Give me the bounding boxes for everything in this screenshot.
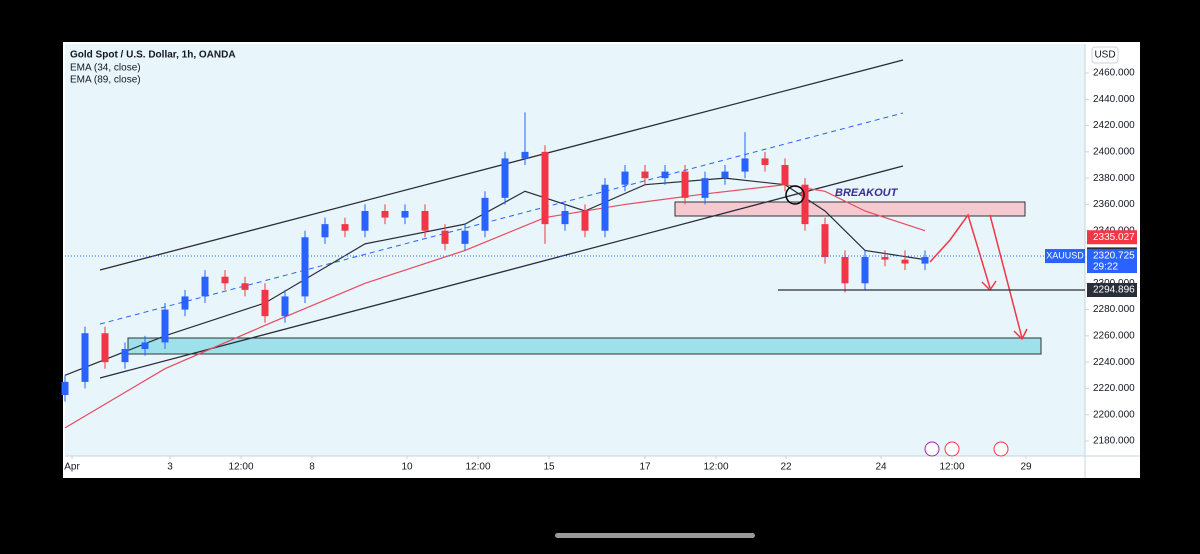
price-label: 2320.725 <box>1093 251 1135 262</box>
candle-body <box>261 289 269 317</box>
candle-body <box>241 283 249 290</box>
y-tick-label: 2380.000 <box>1093 173 1135 184</box>
candle-body <box>861 257 869 284</box>
event-icon <box>944 441 960 457</box>
projection-arrow <box>929 213 991 289</box>
candle-body <box>81 333 89 382</box>
candle-body <box>381 211 389 218</box>
x-tick-label: 10 <box>401 462 413 473</box>
y-tick-label: 2360.000 <box>1093 199 1135 210</box>
candle-body <box>881 257 889 260</box>
currency-box <box>1091 46 1119 64</box>
candle-body <box>621 171 629 185</box>
plot-area <box>65 44 1085 456</box>
x-tick-label: Apr <box>64 462 80 473</box>
candle-body <box>101 333 109 363</box>
candle-body <box>321 224 329 238</box>
candle-body <box>281 296 289 317</box>
candle-body <box>61 381 69 395</box>
candle-body <box>481 197 489 231</box>
x-tick-label: 12:00 <box>228 462 253 473</box>
price-label-box <box>1087 249 1137 274</box>
candle-body <box>561 211 569 225</box>
candle-body <box>221 276 229 284</box>
y-tick-label: 2220.000 <box>1093 383 1135 394</box>
candle-body <box>601 184 609 231</box>
y-tick-label: 2180.000 <box>1093 436 1135 447</box>
y-tick-label: 2280.000 <box>1093 304 1135 315</box>
candle-body <box>761 158 769 165</box>
countdown: 29:22 <box>1093 262 1118 273</box>
candle-body <box>521 151 529 159</box>
x-tick-label: 24 <box>875 462 887 473</box>
event-icon <box>924 441 940 457</box>
breakout-marker <box>785 185 805 205</box>
candle-body <box>921 257 929 264</box>
symbol-label: XAUUSD <box>1046 250 1084 260</box>
candle-body <box>181 296 189 310</box>
y-tick-label: 2200.000 <box>1093 409 1135 420</box>
legend-entry: EMA (89, close) <box>70 75 141 86</box>
candle-body <box>821 224 829 257</box>
event-icon <box>993 441 1009 457</box>
candle-body <box>401 211 409 218</box>
candle-body <box>681 171 689 198</box>
channel-lower <box>99 165 904 379</box>
x-tick-label: 12:00 <box>703 462 728 473</box>
candle-body <box>441 230 449 244</box>
x-tick-label: 15 <box>543 462 555 473</box>
candle-body <box>461 230 469 244</box>
candle-body <box>901 259 909 264</box>
candle-body <box>841 257 849 284</box>
candle-body <box>701 178 709 198</box>
x-tick-label: 8 <box>309 462 315 473</box>
legend-entry: EMA (34, close) <box>70 63 141 74</box>
candle-body <box>301 237 309 297</box>
x-tick-label: 3 <box>167 462 173 473</box>
x-tick-label: 17 <box>639 462 651 473</box>
projection-arrow <box>989 214 1023 339</box>
annotation: BREAKOUT <box>835 187 899 199</box>
candle-body <box>661 171 669 179</box>
y-tick-label: 2240.000 <box>1093 357 1135 368</box>
candle-body <box>161 309 169 343</box>
y-tick-label: 2440.000 <box>1093 94 1135 105</box>
x-tick-label: 29 <box>1020 462 1032 473</box>
candle-body <box>201 276 209 297</box>
x-tick-label: 22 <box>780 462 792 473</box>
chart-title: Gold Spot / U.S. Dollar, 1h, OANDA <box>70 50 236 61</box>
candle-body <box>741 158 749 172</box>
candle-body <box>801 184 809 225</box>
y-tick-label: 2420.000 <box>1093 120 1135 131</box>
price-label-box <box>1087 230 1137 245</box>
y-tick-label: 2460.000 <box>1093 68 1135 79</box>
price-label: 2335.027 <box>1093 232 1135 243</box>
candle-body <box>541 151 549 225</box>
y-tick-label: 2400.000 <box>1093 146 1135 157</box>
candle-body <box>781 165 789 185</box>
price-label-box <box>1087 282 1137 297</box>
candle-body <box>721 171 729 179</box>
candle-body <box>421 211 429 231</box>
candle-body <box>341 224 349 231</box>
home-indicator <box>555 533 755 538</box>
price-label: 2294.896 <box>1093 285 1135 296</box>
candle-body <box>581 211 589 231</box>
channel-middle <box>99 112 904 325</box>
candle-body <box>121 349 129 363</box>
y-tick-label: 2260.000 <box>1093 330 1135 341</box>
candle-body <box>361 211 369 231</box>
candle-body <box>641 171 649 179</box>
arrow-head <box>1013 328 1028 341</box>
candle-body <box>501 158 509 198</box>
x-tick-label: 12:00 <box>465 462 490 473</box>
currency: USD <box>1094 50 1115 61</box>
x-tick-label: 12:00 <box>939 462 964 473</box>
support-zone <box>127 337 1042 355</box>
symbol-box <box>1045 249 1085 264</box>
candle-body <box>141 342 149 349</box>
resistance-zone <box>674 201 1026 217</box>
